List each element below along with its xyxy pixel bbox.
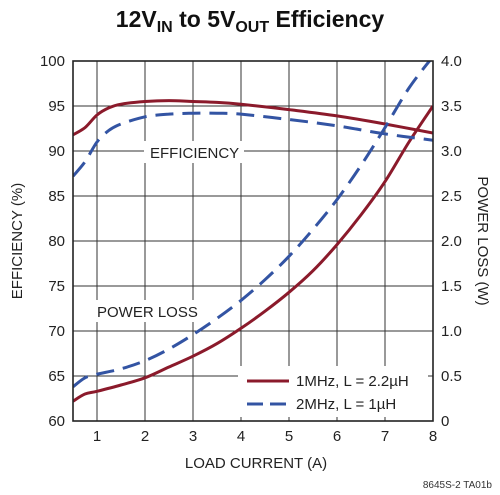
y-axis-label-left: EFFICIENCY (%) — [9, 183, 26, 299]
efficiency-line-1mhz — [73, 99, 433, 137]
y-left-tick-label-60: 60 — [48, 413, 65, 430]
y-left-tick-label-75: 75 — [48, 278, 65, 295]
figure-code: 8645S-2 TA01b — [423, 480, 493, 491]
y-right-tick-label-3.5: 3.5 — [441, 98, 462, 115]
y-right-tick-label-0: 0 — [441, 413, 449, 430]
power-loss-line-2mhz — [73, 61, 432, 388]
y-right-tick-label-4.0: 4.0 — [441, 53, 462, 70]
x-tick-label-6: 6 — [333, 428, 341, 445]
y-right-tick-label-2.5: 2.5 — [441, 188, 462, 205]
efficiency-annotation: EFFICIENCY — [150, 145, 239, 162]
y-left-tick-label-100: 100 — [40, 53, 65, 70]
x-axis-label: LOAD CURRENT (A) — [185, 455, 327, 472]
x-tick-label-3: 3 — [189, 428, 197, 445]
title-middle: to 5V — [173, 6, 236, 32]
power-loss-annotation-bg — [91, 300, 208, 322]
x-tick-label-7: 7 — [381, 428, 389, 445]
legend-background — [238, 366, 428, 417]
y-axis-label-right: POWER LOSS (W) — [474, 176, 491, 305]
y-left-tick-label-90: 90 — [48, 143, 65, 160]
efficiency-line-2mhz — [73, 111, 433, 178]
x-tick-label-2: 2 — [141, 428, 149, 445]
x-tick-label-8: 8 — [429, 428, 437, 445]
y-left-tick-label-85: 85 — [48, 188, 65, 205]
y-left-tick-label-80: 80 — [48, 233, 65, 250]
y-right-tick-label-0.5: 0.5 — [441, 368, 462, 385]
x-tick-label-4: 4 — [237, 428, 245, 445]
y-right-tick-label-3.0: 3.0 — [441, 143, 462, 160]
x-tick-label-1: 1 — [93, 428, 101, 445]
x-tick-label-5: 5 — [285, 428, 293, 445]
title-sub-in: IN — [157, 19, 173, 36]
title-suffix: Efficiency — [269, 6, 384, 32]
efficiency-annotation-bg — [144, 141, 244, 163]
legend: 1MHz, L = 2.2µH 2MHz, L = 1µH — [238, 366, 428, 417]
plot-frame — [72, 60, 434, 422]
power-loss-annotation: POWER LOSS — [97, 304, 198, 321]
y-right-tick-label-2.0: 2.0 — [441, 233, 462, 250]
y-left-tick-label-95: 95 — [48, 98, 65, 115]
title-sub-out: OUT — [235, 19, 269, 36]
chart-title: 12VIN to 5VOUT Efficiency — [116, 6, 385, 36]
y-left-tick-label-65: 65 — [48, 368, 65, 385]
title-prefix: 12V — [116, 6, 158, 32]
series-lines — [73, 61, 433, 403]
legend-label-1mhz: 1MHz, L = 2.2µH — [296, 373, 409, 390]
y-right-tick-label-1.0: 1.0 — [441, 323, 462, 340]
power-loss-line-1mhz — [73, 105, 433, 403]
y-left-tick-label-70: 70 — [48, 323, 65, 340]
y-right-tick-label-1.5: 1.5 — [441, 278, 462, 295]
tick-labels: 1 2 3 4 5 6 7 8 60 65 70 75 80 85 90 95 100 0 0.5 1.0 1.5 2.0… — [40, 53, 462, 445]
legend-label-2mhz: 2MHz, L = 1µH — [296, 396, 396, 413]
